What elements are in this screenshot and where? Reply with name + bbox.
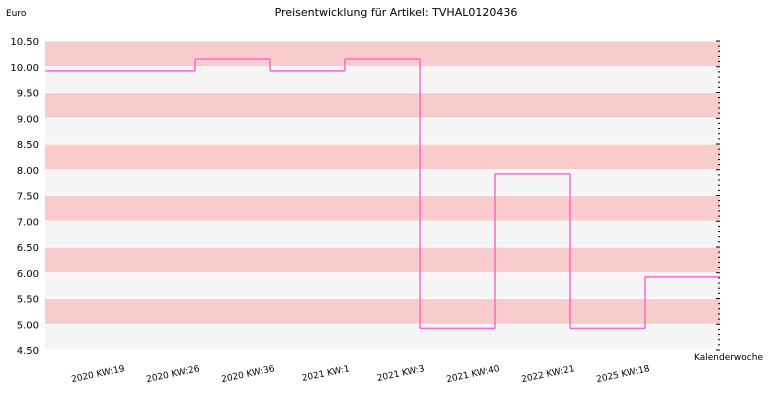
y-tick-label: 10.50	[10, 37, 39, 48]
y-tick-label: 8.00	[17, 166, 39, 177]
x-tick-label: 2025 KW:18	[596, 364, 651, 385]
x-tick-label: 2020 KW:36	[221, 364, 276, 385]
y-tick-label: 7.00	[17, 217, 39, 228]
y-tick-label: 6.50	[17, 243, 39, 254]
y-tick-label: 5.50	[17, 295, 39, 306]
x-tick-label: 2022 KW:21	[521, 364, 576, 385]
y-tick-label: 9.50	[17, 89, 39, 100]
plot-bands	[45, 40, 720, 351]
y-tick-label: 9.00	[17, 114, 39, 125]
x-tick-label: 2020 KW:26	[146, 364, 201, 385]
y-tick-label: 7.50	[17, 192, 39, 203]
right-axis-ticks	[716, 40, 720, 351]
x-tick-label: 2020 KW:19	[71, 364, 126, 385]
plot-band	[45, 169, 720, 196]
plot-band	[45, 221, 720, 247]
y-tick-label: 5.00	[17, 320, 39, 331]
plot-band	[45, 195, 720, 222]
price-series	[45, 58, 720, 330]
y-axis: 10.50 10.00 9.50 9.00 8.50 8.00 7.50 7.00 6.50 6.…	[10, 37, 39, 357]
x-axis-label: Kalenderwoche	[694, 353, 763, 363]
plot-band	[45, 144, 720, 170]
plot-band	[45, 272, 720, 299]
x-axis-ticks: 2020 KW:19 2020 KW:26 2020 KW:36 2021 KW:1 2…	[71, 364, 651, 385]
y-tick-label: 6.00	[17, 269, 39, 280]
plot-band	[45, 92, 720, 119]
y-axis-label: Euro	[6, 9, 27, 19]
x-tick-label: 2021 KW:40	[446, 364, 501, 385]
plot-band	[45, 118, 720, 144]
plot-band	[45, 41, 720, 67]
plot-band	[45, 298, 720, 325]
x-tick-label: 2021 KW:1	[301, 364, 351, 384]
chart-title: Preisentwicklung für Artikel: TVHAL01204…	[275, 6, 518, 19]
y-tick-label: 4.50	[17, 346, 39, 357]
y-tick-label: 8.50	[17, 140, 39, 151]
y-tick-label: 10.00	[10, 63, 39, 74]
x-tick-label: 2021 KW:3	[376, 364, 426, 384]
plot-band	[45, 247, 720, 273]
